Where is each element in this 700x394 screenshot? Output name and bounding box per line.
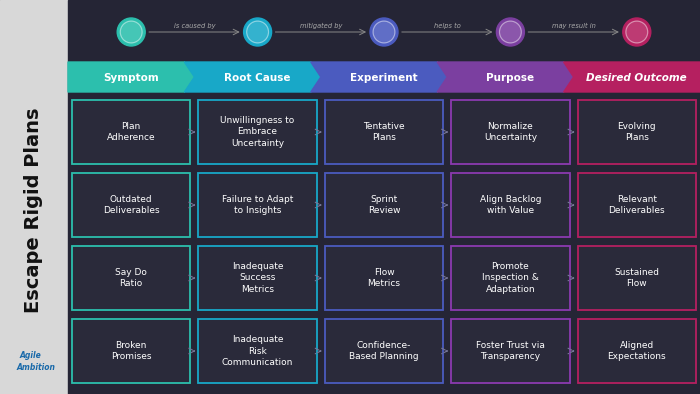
Text: is caused by: is caused by (174, 23, 215, 29)
Bar (198, 100, 317, 164)
Bar (325, 246, 443, 310)
Circle shape (373, 21, 395, 43)
Bar (198, 246, 317, 310)
Text: Relevant
Deliverables: Relevant Deliverables (608, 195, 665, 215)
Text: Root Cause: Root Cause (224, 72, 291, 82)
Text: Outdated
Deliverables: Outdated Deliverables (103, 195, 160, 215)
Bar (72, 319, 190, 383)
Polygon shape (68, 62, 195, 92)
Text: Flow
Metrics: Flow Metrics (368, 268, 400, 288)
Text: Sprint
Review: Sprint Review (368, 195, 400, 215)
Text: Experiment: Experiment (350, 72, 418, 82)
Text: may result in: may result in (552, 23, 596, 29)
Text: Plan
Adherence: Plan Adherence (107, 122, 155, 142)
Circle shape (496, 18, 524, 46)
Bar (325, 319, 443, 383)
Text: Say Do
Ratio: Say Do Ratio (116, 268, 147, 288)
Bar (578, 319, 696, 383)
Bar (578, 319, 696, 383)
Text: Inadequate
Risk
Communication: Inadequate Risk Communication (222, 335, 293, 366)
Text: Foster Trust via
Transparency: Foster Trust via Transparency (476, 341, 545, 361)
Circle shape (626, 21, 648, 43)
Polygon shape (564, 62, 700, 92)
Text: Confidence-
Based Planning: Confidence- Based Planning (349, 341, 419, 361)
Circle shape (117, 18, 145, 46)
Polygon shape (184, 62, 321, 92)
Text: Agile: Agile (19, 351, 41, 359)
Bar (325, 246, 443, 310)
Bar (72, 100, 190, 164)
Bar (578, 173, 696, 237)
Bar (452, 319, 570, 383)
Text: Tentative
Plans: Tentative Plans (363, 122, 405, 142)
Bar (72, 319, 190, 383)
Bar (198, 319, 317, 383)
Text: Desired Outcome: Desired Outcome (587, 72, 687, 82)
Circle shape (370, 18, 398, 46)
Text: Inadequate
Success
Metrics: Inadequate Success Metrics (232, 262, 284, 294)
Text: Escape Rigid Plans: Escape Rigid Plans (25, 107, 43, 313)
Bar (452, 100, 570, 164)
Text: Failure to Adapt
to Insights: Failure to Adapt to Insights (222, 195, 293, 215)
Bar (0, 0, 68, 394)
Bar (578, 173, 696, 237)
Text: Promote
Inspection &
Adaptation: Promote Inspection & Adaptation (482, 262, 539, 294)
Bar (72, 173, 190, 237)
Text: Aligned
Expectations: Aligned Expectations (608, 341, 666, 361)
Circle shape (246, 21, 269, 43)
Bar (198, 319, 317, 383)
Circle shape (120, 21, 142, 43)
Bar (578, 246, 696, 310)
Bar (72, 246, 190, 310)
Bar (452, 319, 570, 383)
Bar (325, 319, 443, 383)
Bar (452, 246, 570, 310)
Bar (72, 100, 190, 164)
Bar (452, 173, 570, 237)
Bar (198, 100, 317, 164)
Text: Sustained
Flow: Sustained Flow (615, 268, 659, 288)
Text: Unwillingness to
Embrace
Uncertainty: Unwillingness to Embrace Uncertainty (220, 116, 295, 148)
Bar (578, 100, 696, 164)
Text: mitigated by: mitigated by (300, 23, 342, 29)
Bar (452, 246, 570, 310)
Polygon shape (438, 62, 573, 92)
Bar (325, 100, 443, 164)
Bar (452, 173, 570, 237)
Bar (452, 100, 570, 164)
Circle shape (244, 18, 272, 46)
Bar (72, 173, 190, 237)
Text: Align Backlog
with Value: Align Backlog with Value (480, 195, 541, 215)
Text: Normalize
Uncertainty: Normalize Uncertainty (484, 122, 537, 142)
Bar (198, 173, 317, 237)
Text: Ambition: Ambition (17, 364, 55, 372)
Bar (578, 246, 696, 310)
Text: Evolving
Plans: Evolving Plans (617, 122, 656, 142)
Bar (72, 246, 190, 310)
Bar (325, 100, 443, 164)
Text: Symptom: Symptom (104, 72, 159, 82)
Circle shape (500, 21, 522, 43)
Bar (198, 173, 317, 237)
Polygon shape (311, 62, 447, 92)
Text: helps to: helps to (434, 23, 461, 29)
Text: Purpose: Purpose (486, 72, 535, 82)
Bar (578, 100, 696, 164)
Circle shape (623, 18, 651, 46)
Bar (325, 173, 443, 237)
Text: Broken
Promises: Broken Promises (111, 341, 151, 361)
Bar (198, 246, 317, 310)
Bar (325, 173, 443, 237)
